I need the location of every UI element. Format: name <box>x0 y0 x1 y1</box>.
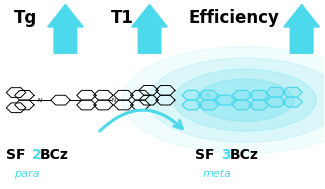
Polygon shape <box>199 90 218 100</box>
Polygon shape <box>182 90 202 100</box>
Text: N: N <box>206 93 210 98</box>
Polygon shape <box>232 90 252 100</box>
Text: T1: T1 <box>111 9 134 27</box>
Text: SF: SF <box>195 149 215 163</box>
Ellipse shape <box>197 79 293 121</box>
Polygon shape <box>249 100 268 110</box>
Polygon shape <box>266 97 285 107</box>
Ellipse shape <box>174 69 316 131</box>
Ellipse shape <box>148 58 325 142</box>
Text: 2: 2 <box>32 149 42 163</box>
Text: 3: 3 <box>221 149 231 163</box>
Text: SF: SF <box>6 149 25 163</box>
Text: para: para <box>14 169 39 179</box>
FancyArrow shape <box>284 5 319 53</box>
Text: N: N <box>111 98 115 103</box>
Polygon shape <box>182 100 202 110</box>
Polygon shape <box>283 97 302 107</box>
Polygon shape <box>266 88 285 97</box>
Ellipse shape <box>122 47 325 154</box>
FancyArrow shape <box>48 5 83 53</box>
Text: N: N <box>231 103 235 108</box>
Text: BCz: BCz <box>229 149 258 163</box>
Polygon shape <box>283 88 302 97</box>
Polygon shape <box>232 100 252 110</box>
Text: BCz: BCz <box>40 149 69 163</box>
Polygon shape <box>199 100 218 110</box>
Text: Tg: Tg <box>14 9 37 27</box>
Text: meta: meta <box>203 169 232 179</box>
Text: N: N <box>37 98 42 103</box>
Polygon shape <box>215 95 235 105</box>
Text: Efficiency: Efficiency <box>188 9 279 27</box>
Polygon shape <box>249 90 268 100</box>
FancyArrow shape <box>132 5 167 53</box>
